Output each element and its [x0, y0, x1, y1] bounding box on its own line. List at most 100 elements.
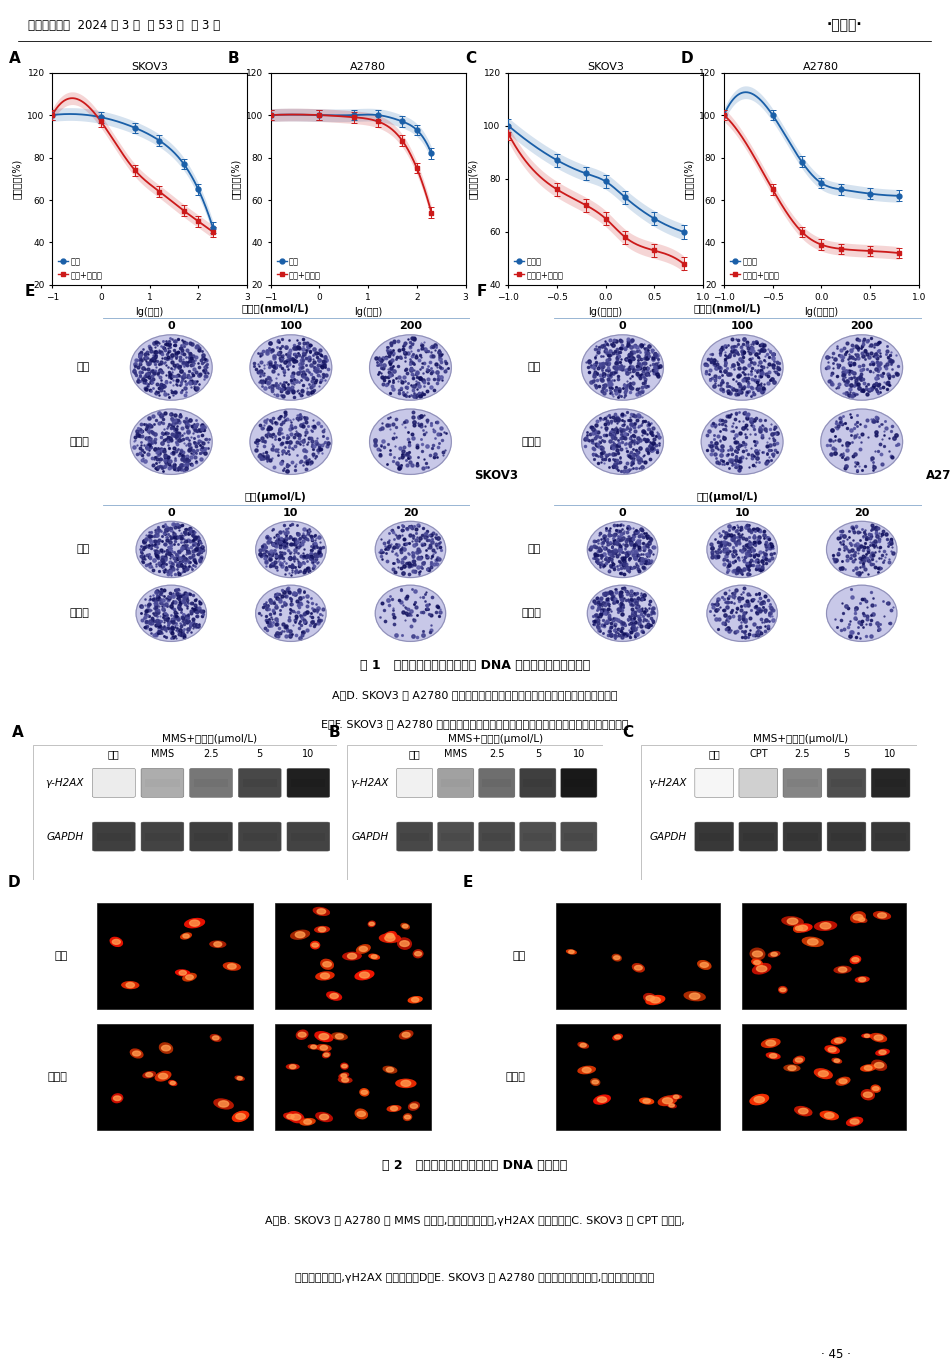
Circle shape [159, 1073, 167, 1080]
Ellipse shape [849, 955, 862, 964]
Circle shape [795, 1058, 803, 1062]
Text: 对照: 对照 [77, 363, 90, 373]
Circle shape [582, 1067, 591, 1073]
Ellipse shape [213, 1099, 234, 1110]
Text: 0: 0 [167, 321, 175, 330]
Text: D: D [8, 875, 21, 889]
Ellipse shape [578, 1066, 596, 1074]
Text: 100: 100 [731, 321, 753, 330]
Circle shape [335, 1034, 343, 1038]
FancyBboxPatch shape [560, 822, 597, 851]
Circle shape [839, 1078, 847, 1084]
Text: 对照: 对照 [77, 544, 90, 555]
Text: 10: 10 [302, 749, 314, 759]
FancyBboxPatch shape [190, 822, 233, 851]
Ellipse shape [870, 1033, 887, 1043]
Ellipse shape [784, 1064, 801, 1071]
Ellipse shape [314, 1032, 333, 1043]
Circle shape [770, 1054, 777, 1058]
FancyBboxPatch shape [287, 822, 330, 851]
Bar [97, 1025, 254, 1130]
Ellipse shape [322, 1051, 331, 1059]
Circle shape [580, 1044, 586, 1047]
FancyBboxPatch shape [287, 769, 330, 797]
Ellipse shape [657, 1095, 677, 1106]
Ellipse shape [379, 933, 401, 943]
Circle shape [385, 936, 395, 941]
Circle shape [614, 956, 619, 959]
FancyBboxPatch shape [739, 769, 778, 797]
Circle shape [183, 934, 189, 938]
Bar [275, 1025, 431, 1130]
Circle shape [646, 996, 655, 1000]
Text: 喜树碱(nmol/L): 喜树碱(nmol/L) [694, 304, 761, 315]
Legend: 卡铂, 卡铂+马里苷: 卡铂, 卡铂+马里苷 [56, 255, 104, 281]
X-axis label: lg(卡铂): lg(卡铂) [354, 307, 382, 316]
Bar [831, 833, 862, 841]
Text: C: C [622, 725, 633, 740]
Circle shape [674, 1095, 679, 1099]
FancyBboxPatch shape [871, 769, 910, 797]
Circle shape [850, 1119, 859, 1125]
Bar [275, 903, 431, 1008]
Ellipse shape [697, 960, 712, 970]
Text: 20: 20 [854, 508, 869, 518]
Circle shape [290, 1064, 295, 1069]
Circle shape [569, 951, 574, 954]
Circle shape [780, 988, 786, 992]
FancyBboxPatch shape [694, 822, 733, 851]
Y-axis label: 细胞活力(%): 细胞活力(%) [467, 159, 478, 199]
Circle shape [818, 1071, 828, 1077]
Ellipse shape [766, 1052, 781, 1059]
Ellipse shape [645, 995, 665, 1006]
Text: 对照: 对照 [54, 951, 67, 960]
Circle shape [587, 522, 657, 578]
Ellipse shape [399, 1030, 413, 1040]
Circle shape [304, 1119, 312, 1125]
FancyBboxPatch shape [871, 822, 910, 851]
Circle shape [821, 334, 902, 400]
Circle shape [878, 912, 886, 918]
Bar [831, 778, 862, 786]
Text: 对照: 对照 [709, 749, 720, 759]
Ellipse shape [180, 933, 192, 940]
Ellipse shape [670, 1095, 682, 1100]
Text: 图 1   马里苷增强卵巢癌细胞对 DNA 双链损伤药物的敏感度: 图 1 马里苷增强卵巢癌细胞对 DNA 双链损伤药物的敏感度 [360, 659, 590, 671]
Text: DMSO: DMSO [158, 906, 193, 918]
Ellipse shape [566, 949, 577, 955]
Circle shape [756, 966, 767, 971]
Ellipse shape [768, 951, 781, 958]
Circle shape [581, 410, 663, 474]
Ellipse shape [639, 1097, 655, 1104]
Circle shape [359, 947, 368, 951]
Circle shape [136, 522, 206, 578]
Circle shape [371, 955, 377, 959]
Circle shape [771, 952, 777, 956]
Ellipse shape [792, 1056, 806, 1064]
Ellipse shape [313, 907, 331, 917]
Circle shape [788, 918, 798, 925]
Ellipse shape [340, 1063, 349, 1070]
Circle shape [320, 1045, 328, 1049]
Ellipse shape [855, 977, 870, 982]
Ellipse shape [175, 969, 191, 977]
Text: A2780: A2780 [926, 469, 950, 482]
Text: MMS: MMS [339, 906, 367, 918]
Text: 0: 0 [618, 508, 626, 518]
Bar [787, 778, 818, 786]
Bar [194, 778, 228, 786]
Text: 10: 10 [283, 508, 298, 518]
Circle shape [319, 1114, 329, 1119]
Circle shape [238, 1077, 242, 1080]
Circle shape [323, 962, 332, 967]
Circle shape [879, 1051, 886, 1055]
Circle shape [342, 1078, 349, 1082]
Text: 20: 20 [403, 508, 418, 518]
Circle shape [342, 1064, 347, 1067]
Circle shape [400, 941, 409, 947]
Circle shape [766, 1040, 775, 1045]
Circle shape [317, 908, 326, 914]
Circle shape [581, 334, 663, 400]
Text: D: D [681, 51, 694, 66]
Text: F: F [476, 285, 486, 299]
